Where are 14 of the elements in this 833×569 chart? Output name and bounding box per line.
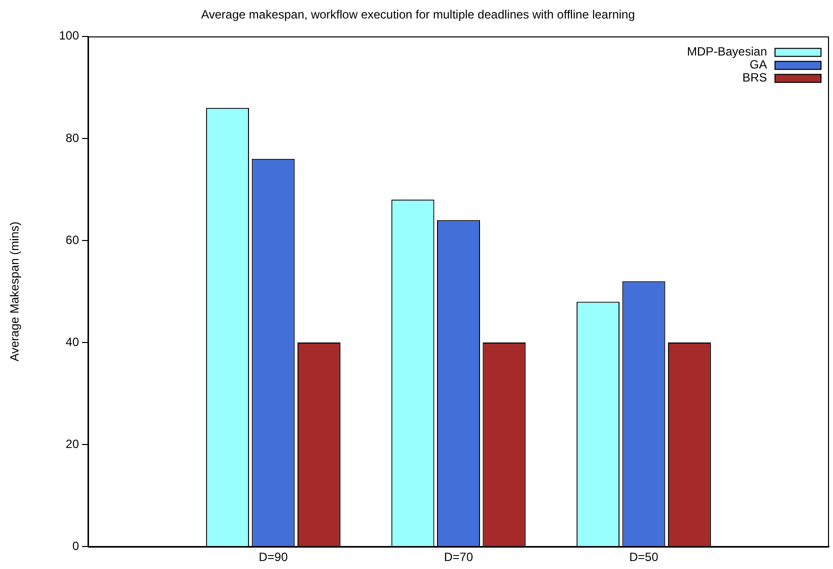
y-axis-title: Average Makespan (mins) <box>8 222 22 362</box>
legend-label: BRS <box>742 70 767 85</box>
y-tick-label: 40 <box>66 334 80 349</box>
y-tick-label: 60 <box>66 232 80 247</box>
x-tick-label: D=90 <box>258 550 288 564</box>
y-tick-label: 100 <box>58 28 80 43</box>
y-tick-label: 20 <box>66 436 80 451</box>
x-tick-label: D=70 <box>444 550 474 564</box>
x-tick-label: D=50 <box>629 550 659 564</box>
legend-label: MDP-Bayesian <box>686 44 767 59</box>
chart-title: Average makespan, workflow execution for multiple deadlines with offline learning <box>201 8 635 22</box>
legend-label: GA <box>750 58 767 72</box>
y-tick-label: 80 <box>66 130 80 145</box>
y-tick-label: 0 <box>72 538 80 553</box>
